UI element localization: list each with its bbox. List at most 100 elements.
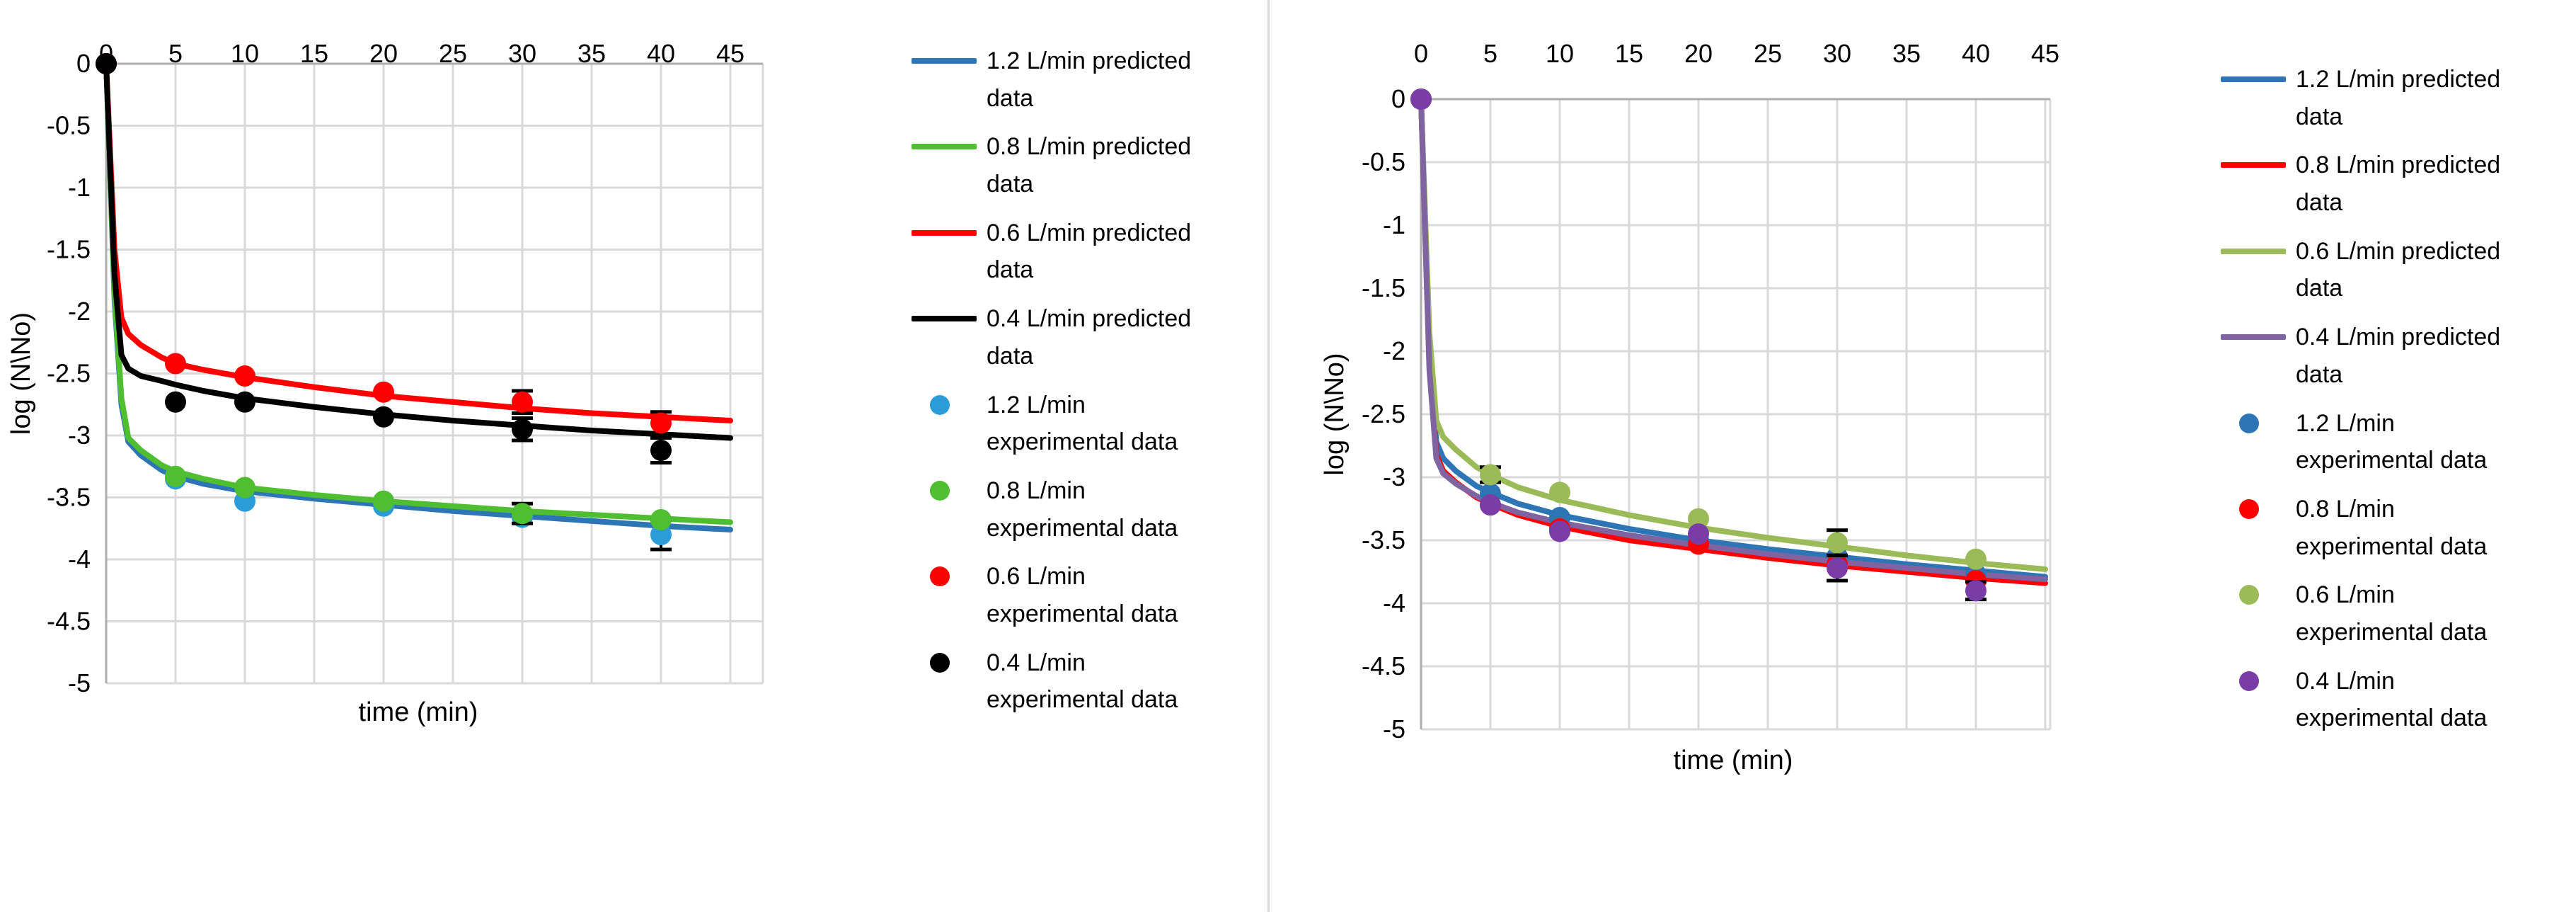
y-tick-label: -2.5 — [47, 359, 91, 388]
legend-line-swatch — [2221, 61, 2286, 82]
dot-marker-icon — [930, 566, 950, 587]
x-tick-label: 30 — [1823, 39, 1851, 68]
data-point — [373, 381, 394, 403]
dot-marker-icon — [2239, 413, 2259, 433]
data-point — [650, 524, 672, 545]
data-point — [373, 490, 394, 512]
legend-label: 1.2 L/min experimental data — [2296, 409, 2488, 474]
legend-dot-swatch — [912, 387, 977, 415]
legend-label: 0.4 L/min predicted data — [987, 305, 1192, 370]
legend-label: 0.8 L/min experimental data — [2296, 495, 2488, 560]
x-tick-label: 40 — [647, 39, 675, 68]
y-axis-title: log (N\No) — [6, 312, 36, 435]
legend-line-swatch — [912, 215, 977, 236]
dot-marker-icon — [2239, 498, 2259, 519]
legend-item: 0.4 L/min experimental data — [912, 644, 1191, 719]
y-tick-label: -0.5 — [47, 111, 91, 140]
x-tick-label: 35 — [577, 39, 606, 68]
x-axis-title: time (min) — [359, 697, 478, 727]
data-point — [1480, 494, 1501, 516]
y-tick-label: -1 — [68, 173, 91, 202]
legend-label: 0.8 L/min predicted data — [987, 133, 1192, 198]
line-marker-icon — [2221, 162, 2286, 169]
y-tick-label: 0 — [76, 49, 91, 78]
legend-item: 0.4 L/min experimental data — [2221, 663, 2500, 737]
chart-panel-right: 0 5 10 15 20 25 30 35 40 45 0 -0.5 -1 -1.5 -2 -2.5 -3 -3.… — [1288, 0, 2576, 912]
legend-label: 0.6 L/min predicted data — [987, 219, 1192, 284]
y-tick-label: -4 — [68, 545, 91, 574]
y-tick-label: -3.5 — [47, 483, 91, 512]
data-point — [1827, 557, 1848, 579]
line-marker-icon — [2221, 248, 2286, 254]
x-tick-label: 20 — [369, 39, 398, 68]
x-tick-label: 10 — [231, 39, 259, 68]
chart-left: 0510152025303540450-0.5-1-1.5-2-2.5-3-3.… — [6, 39, 764, 727]
line-marker-icon — [912, 316, 977, 322]
data-point — [1688, 523, 1709, 545]
x-axis-title: time (min) — [1674, 746, 1793, 775]
legend-item: 0.4 L/min predicted data — [2221, 319, 2500, 393]
data-point — [234, 365, 255, 387]
series-line — [103, 61, 733, 441]
legend-item: 0.8 L/min experimental data — [912, 472, 1191, 547]
legend-item: 1.2 L/min predicted data — [912, 42, 1191, 117]
dot-marker-icon — [930, 394, 950, 415]
x-tick-label: 20 — [1684, 39, 1713, 68]
chart-panel-left: 0510152025303540450-0.5-1-1.5-2-2.5-3-3.… — [6, 39, 1191, 730]
line-marker-icon — [912, 58, 977, 64]
legend-item: 1.2 L/min experimental data — [2221, 405, 2500, 479]
legend-dot-swatch — [2221, 405, 2286, 433]
x-tick-label: 15 — [300, 39, 328, 68]
legend-dot-swatch — [912, 644, 977, 673]
x-tick-label: 25 — [1754, 39, 1782, 68]
x-tick-label: 40 — [1962, 39, 1990, 68]
y-tick-label: -3.5 — [1362, 525, 1405, 554]
series-line — [103, 61, 733, 423]
dot-marker-icon — [2239, 671, 2259, 691]
y-tick-label: -2.5 — [1362, 399, 1405, 428]
legend-item: 1.2 L/min predicted data — [2221, 61, 2500, 135]
y-tick-label: -0.5 — [1362, 147, 1405, 176]
legend-item: 1.2 L/min experimental data — [912, 387, 1191, 461]
data-point — [512, 418, 533, 440]
legend-item: 0.6 L/min experimental data — [912, 558, 1191, 632]
x-tick-label: 35 — [1892, 39, 1921, 68]
series-line — [103, 61, 733, 525]
data-point — [373, 406, 394, 428]
y-tick-label: -5 — [1383, 714, 1405, 743]
series-line — [1418, 96, 2048, 583]
data-point — [1965, 548, 1986, 570]
data-point — [1549, 481, 1570, 503]
legend-item: 0.6 L/min experimental data — [2221, 576, 2500, 651]
legend-label: 1.2 L/min predicted data — [987, 47, 1192, 112]
legend-label: 0.8 L/min predicted data — [2296, 152, 2501, 217]
series-line — [1418, 96, 2048, 572]
data-point — [1965, 580, 1986, 602]
chart-right: 0 5 10 15 20 25 30 35 40 45 0 -0.5 -1 -1.5 -2 -2.5 -3 -3.… — [1320, 39, 2059, 775]
x-tick-label: 10 — [1546, 39, 1574, 68]
legend-item: 0.4 L/min predicted data — [912, 300, 1191, 375]
y-tick-label: -5 — [68, 668, 91, 697]
data-point — [512, 503, 533, 525]
line-marker-icon — [912, 229, 977, 236]
data-point — [165, 353, 186, 375]
data-point — [512, 391, 533, 413]
legend-line-swatch — [2221, 319, 2286, 341]
legend-line-swatch — [912, 128, 977, 150]
legend-line-swatch — [2221, 233, 2286, 254]
data-point — [165, 391, 186, 413]
x-tick-label: 0 — [1414, 39, 1428, 68]
chart-left-legend: 1.2 L/min predicted data 0.8 L/min predic… — [912, 42, 1191, 730]
y-tick-label: -1 — [1383, 210, 1405, 239]
legend-label: 0.4 L/min predicted data — [2296, 324, 2501, 388]
x-tick-label: 15 — [1615, 39, 1643, 68]
line-marker-icon — [2221, 76, 2286, 82]
x-tick-label: 5 — [168, 39, 183, 68]
legend-label: 0.6 L/min experimental data — [987, 563, 1178, 627]
legend-dot-swatch — [912, 558, 977, 587]
y-tick-label: -1.5 — [1362, 273, 1405, 302]
legend-label: 0.4 L/min experimental data — [2296, 667, 2488, 732]
legend-dot-swatch — [2221, 663, 2286, 691]
series-line — [103, 61, 733, 532]
